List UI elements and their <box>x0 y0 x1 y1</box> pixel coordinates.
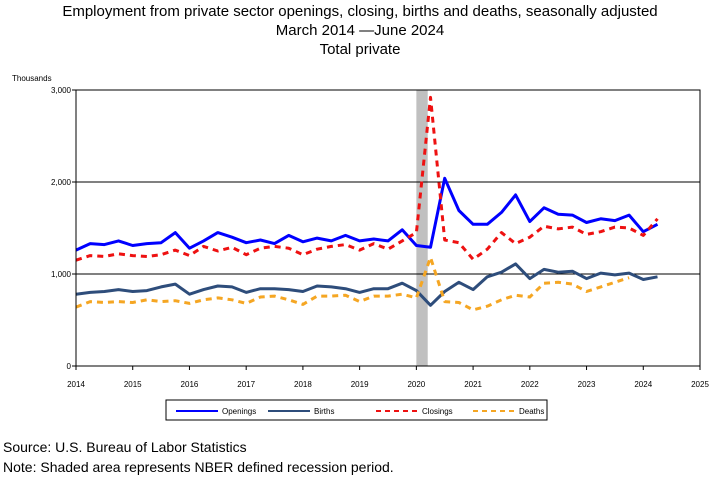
legend-label-births: Births <box>314 407 334 416</box>
y-tick-label: 1,000 <box>51 270 72 279</box>
y-tick-label: 0 <box>67 362 72 371</box>
legend-label-deaths: Deaths <box>519 407 544 416</box>
x-tick-label: 2019 <box>351 380 369 389</box>
chart-titles: Employment from private sector openings,… <box>0 2 720 59</box>
series-line-deaths <box>75 255 630 312</box>
source-note: Source: U.S. Bureau of Labor Statistics <box>3 439 247 455</box>
recession-shading <box>416 90 428 366</box>
chart-title: Employment from private sector openings,… <box>62 3 658 20</box>
x-tick-label: 2021 <box>464 380 482 389</box>
y-axis-label: Thousands <box>12 74 52 83</box>
x-tick-label: 2023 <box>578 380 596 389</box>
legend-box <box>165 399 548 421</box>
legend-label-openings: Openings <box>222 407 256 416</box>
chart-subtitle-industry: Total private <box>319 41 401 58</box>
x-tick-label: 2015 <box>124 380 142 389</box>
plot-frame <box>75 89 701 367</box>
x-tick-label: 2022 <box>521 380 539 389</box>
y-tick-label: 3,000 <box>51 86 72 95</box>
x-tick-label: 2024 <box>634 380 652 389</box>
x-tick-label: 2025 <box>691 380 709 389</box>
series-line-births <box>75 262 658 307</box>
x-tick-label: 2017 <box>237 380 255 389</box>
y-tick-label: 2,000 <box>51 178 72 187</box>
chart-subtitle-date-range: March 2014 —June 2024 <box>275 22 445 39</box>
recession-note: Note: Shaded area represents NBER define… <box>3 459 394 475</box>
x-tick-label: 2014 <box>67 380 85 389</box>
series-line-closings <box>75 95 659 262</box>
x-tick-label: 2018 <box>294 380 312 389</box>
x-tick-label: 2020 <box>407 380 425 389</box>
series-line-openings <box>75 176 659 252</box>
legend-label-closings: Closings <box>422 407 453 416</box>
x-tick-label: 2016 <box>181 380 199 389</box>
